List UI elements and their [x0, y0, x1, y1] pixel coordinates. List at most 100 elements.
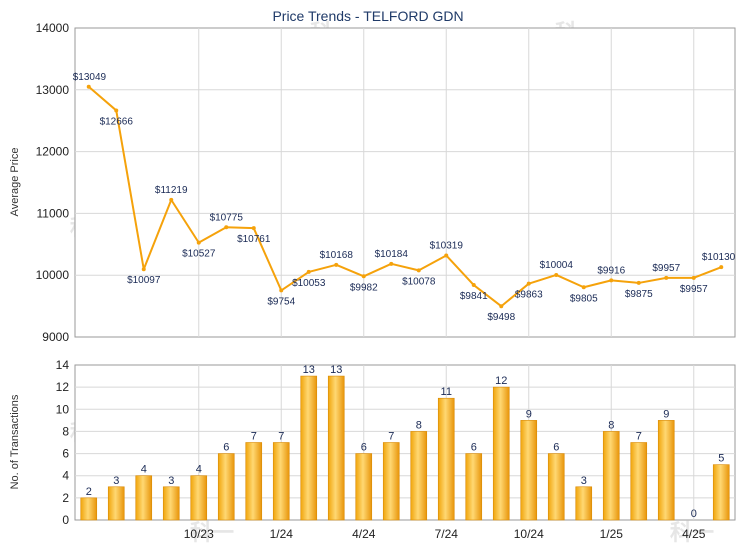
price-point	[279, 288, 284, 293]
transaction-bar	[712, 464, 730, 521]
transactions-y-tick-label: 8	[62, 424, 69, 438]
price-point	[554, 272, 559, 277]
price-data-label: $10527	[182, 249, 216, 260]
price-data-label: $9982	[350, 282, 378, 293]
transaction-count-label: 9	[526, 408, 532, 420]
price-y-tick-label: 9000	[42, 330, 69, 344]
price-panel: 9000 10000 11000 12000 13000 14000 $13049 $1266…	[36, 21, 736, 344]
price-point	[196, 240, 201, 245]
transactions-plot-area	[74, 364, 736, 521]
price-y-tick-label: 14000	[36, 21, 70, 35]
price-data-label: $9841	[460, 291, 488, 302]
transaction-count-label: 13	[303, 364, 315, 376]
transaction-count-label: 4	[141, 464, 147, 476]
price-data-label: $10078	[402, 276, 436, 287]
x-tick-label: 1/25	[600, 527, 624, 541]
transaction-count-label: 11	[441, 386, 452, 398]
price-data-label: $9805	[570, 293, 598, 304]
watermark-glyph: 科一	[670, 520, 714, 545]
transactions-y-tick-label: 4	[62, 469, 69, 483]
price-data-label: $10184	[375, 249, 409, 260]
transaction-count-label: 2	[86, 486, 92, 498]
transaction-count-label: 12	[495, 375, 507, 387]
transaction-count-label: 0	[691, 508, 697, 520]
transaction-bar	[547, 453, 565, 521]
transactions-panel: 0 2 4 6 8 10 12 14 2 3 4 3 4 6 7 7 13 13 6 7 8 11 6 12 9 6 3 8 7 9 0 5 1…	[56, 358, 736, 541]
transaction-count-label: 3	[113, 475, 119, 487]
transaction-count-label: 7	[251, 431, 257, 443]
transactions-y-tick-label: 14	[56, 358, 70, 372]
transaction-bar	[135, 475, 153, 521]
watermark-glyph: 科一	[190, 520, 234, 545]
price-point	[114, 108, 119, 113]
transaction-bar	[300, 375, 318, 521]
transaction-count-label: 3	[168, 475, 174, 487]
price-point	[141, 267, 146, 272]
price-data-label: $9754	[267, 296, 295, 307]
price-data-label: $9916	[597, 265, 625, 276]
price-point	[719, 265, 724, 270]
x-tick-label: 1/24	[270, 527, 294, 541]
transaction-count-label: 7	[388, 431, 394, 443]
x-tick-label: 4/25	[682, 527, 706, 541]
transaction-bar	[80, 497, 98, 521]
price-point	[86, 84, 91, 89]
transaction-count-label: 6	[223, 442, 229, 454]
transactions-y-tick-label: 2	[62, 491, 69, 505]
price-y-tick-label: 10000	[36, 268, 70, 282]
transaction-bar	[245, 442, 263, 521]
price-data-label: $10319	[430, 240, 464, 251]
transaction-bar	[657, 420, 675, 521]
transaction-bar	[217, 453, 235, 521]
transaction-count-label: 3	[581, 475, 587, 487]
x-tick-label: 7/24	[435, 527, 459, 541]
transaction-bar	[575, 486, 593, 521]
price-y-tick-label: 11000	[37, 206, 70, 220]
transaction-bar	[465, 453, 483, 521]
price-data-label: $10775	[210, 212, 244, 223]
price-point	[169, 197, 174, 202]
chart-title: Price Trends - TELFORD GDN	[272, 8, 463, 24]
price-data-label: $10761	[237, 234, 271, 245]
x-tick-label: 10/23	[184, 527, 214, 541]
transaction-count-label: 8	[608, 419, 614, 431]
price-point	[471, 283, 476, 288]
price-y-axis-title: Average Price	[9, 148, 21, 217]
price-point	[664, 275, 669, 280]
transaction-count-label: 9	[663, 408, 669, 420]
transaction-bar	[630, 442, 648, 521]
transaction-count-label: 6	[471, 442, 477, 454]
transaction-count-label: 4	[196, 464, 202, 476]
price-point	[306, 269, 311, 274]
transaction-count-label: 7	[278, 431, 284, 443]
transaction-count-label: 6	[553, 442, 559, 454]
price-data-label: $9957	[680, 284, 708, 295]
price-point	[444, 253, 449, 258]
transaction-bar	[107, 486, 125, 521]
price-data-label: $12666	[100, 116, 134, 127]
transaction-bar	[327, 375, 345, 521]
price-data-label: $10168	[320, 250, 354, 261]
transaction-bar	[272, 442, 290, 521]
transaction-bar	[162, 486, 180, 521]
price-data-label: $11219	[155, 185, 188, 196]
price-data-label: $9498	[487, 312, 515, 323]
transactions-y-tick-label: 0	[62, 513, 69, 527]
transaction-bar	[410, 431, 428, 521]
price-point	[416, 268, 421, 273]
price-data-label: $9875	[625, 289, 653, 300]
transactions-y-tick-label: 12	[56, 380, 70, 394]
price-point	[499, 304, 504, 309]
price-y-tick-label: 13000	[36, 83, 70, 97]
transaction-count-label: 6	[361, 442, 367, 454]
price-point	[581, 285, 586, 290]
price-point	[691, 275, 696, 280]
price-data-label: $10053	[292, 278, 326, 289]
price-plot-area	[74, 27, 736, 338]
price-data-label: $9957	[652, 263, 680, 274]
transaction-bar	[602, 431, 620, 521]
transaction-bar	[382, 442, 400, 521]
price-point	[224, 225, 229, 230]
transactions-y-tick-label: 6	[62, 447, 69, 461]
